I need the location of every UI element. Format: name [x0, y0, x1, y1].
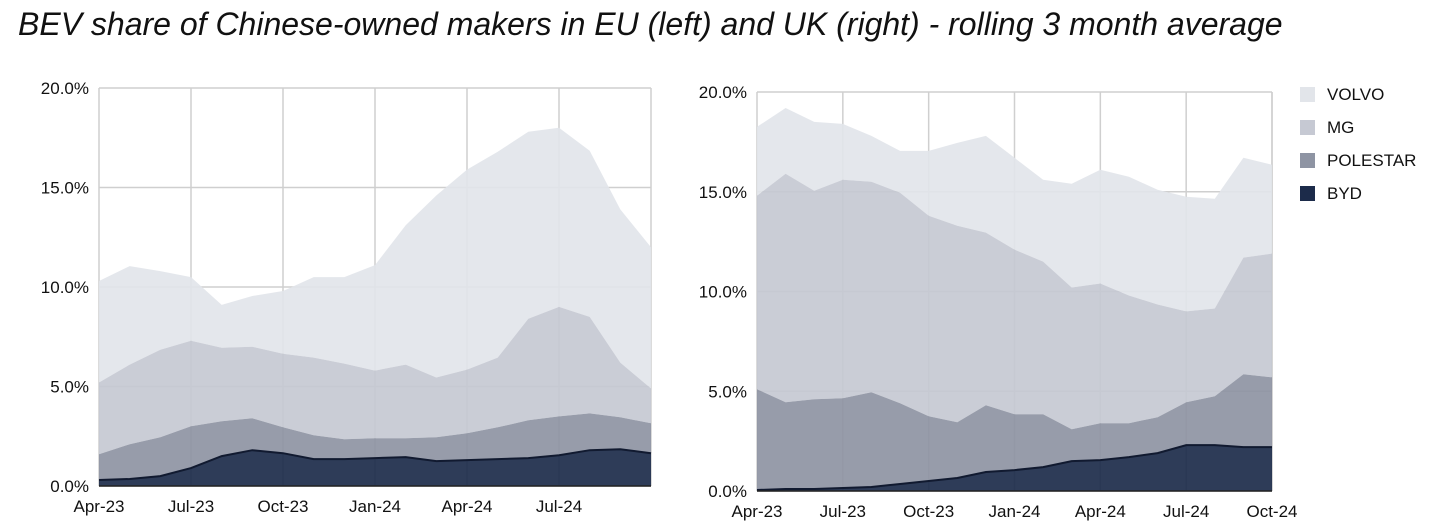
legend: VOLVO MG POLESTAR BYD	[1300, 78, 1416, 210]
eu-x-tick-label: Jul-23	[168, 497, 214, 516]
eu-area-volvo	[99, 127, 651, 389]
eu-y-tick-label: 5.0%	[50, 378, 89, 397]
legend-swatch-volvo	[1300, 87, 1315, 102]
legend-swatch-mg	[1300, 120, 1315, 135]
uk-area-volvo	[757, 108, 1272, 312]
eu-chart: 0.0% 5.0% 10.0% 15.0% 20.0% Apr-23 Jul-23 Oct-2…	[41, 79, 652, 516]
eu-x-tick-label: Apr-23	[73, 497, 124, 516]
legend-label-volvo: VOLVO	[1327, 84, 1385, 104]
legend-item-byd: BYD	[1300, 177, 1416, 210]
eu-x-tick-label: Jul-24	[536, 497, 582, 516]
uk-area-mg	[757, 173, 1272, 430]
legend-item-mg: MG	[1300, 111, 1416, 144]
eu-line-byd	[98, 448, 652, 481]
eu-x-tick-label: Jan-24	[349, 497, 401, 516]
eu-y-tick-label: 0.0%	[50, 477, 89, 496]
eu-areas	[98, 127, 652, 486]
uk-x-tick-label: Apr-23	[731, 502, 782, 521]
eu-area-mg	[99, 306, 651, 455]
eu-y-tick-label: 15.0%	[41, 179, 89, 198]
eu-y-tick-label: 20.0%	[41, 79, 89, 98]
uk-y-tick-label: 5.0%	[708, 382, 747, 401]
eu-y-tick-labels: 0.0% 5.0% 10.0% 15.0% 20.0%	[41, 79, 89, 496]
uk-x-tick-label: Apr-24	[1075, 502, 1126, 521]
uk-y-tick-labels: 0.0% 5.0% 10.0% 15.0% 20.0%	[699, 83, 747, 501]
uk-y-tick-label: 0.0%	[708, 482, 747, 501]
eu-x-tick-labels: Apr-23 Jul-23 Oct-23 Jan-24 Apr-24 Jul-24	[73, 497, 582, 516]
uk-area-polestar	[757, 374, 1272, 490]
eu-x-tick-label: Oct-23	[257, 497, 308, 516]
legend-label-byd: BYD	[1327, 183, 1362, 203]
legend-label-mg: MG	[1327, 117, 1355, 137]
legend-item-volvo: VOLVO	[1300, 78, 1416, 111]
uk-y-tick-label: 10.0%	[699, 283, 747, 302]
uk-x-tick-label: Jul-24	[1163, 502, 1209, 521]
uk-areas	[756, 108, 1272, 491]
uk-area-byd	[757, 445, 1272, 491]
uk-y-tick-label: 15.0%	[699, 183, 747, 202]
uk-x-tick-label: Jul-23	[820, 502, 866, 521]
legend-swatch-byd	[1300, 186, 1315, 201]
legend-item-polestar: POLESTAR	[1300, 144, 1416, 177]
uk-x-tick-label: Oct-23	[903, 502, 954, 521]
uk-x-tick-label: Oct-24	[1246, 502, 1297, 521]
legend-swatch-polestar	[1300, 153, 1315, 168]
eu-area-polestar	[99, 413, 651, 480]
eu-x-tick-label: Apr-24	[441, 497, 492, 516]
eu-area-byd	[99, 449, 651, 486]
uk-x-tick-label: Jan-24	[989, 502, 1041, 521]
chart-title: BEV share of Chinese-owned makers in EU …	[18, 6, 1283, 42]
uk-y-tick-label: 20.0%	[699, 83, 747, 102]
eu-y-tick-label: 10.0%	[41, 278, 89, 297]
uk-x-tick-labels: Apr-23 Jul-23 Oct-23 Jan-24 Apr-24 Jul-24 Oct-…	[731, 502, 1297, 521]
uk-chart: 0.0% 5.0% 10.0% 15.0% 20.0% Apr-23 Jul-23 Oct-2…	[699, 83, 1298, 521]
legend-label-polestar: POLESTAR	[1327, 150, 1417, 170]
uk-line-byd	[756, 444, 1272, 491]
